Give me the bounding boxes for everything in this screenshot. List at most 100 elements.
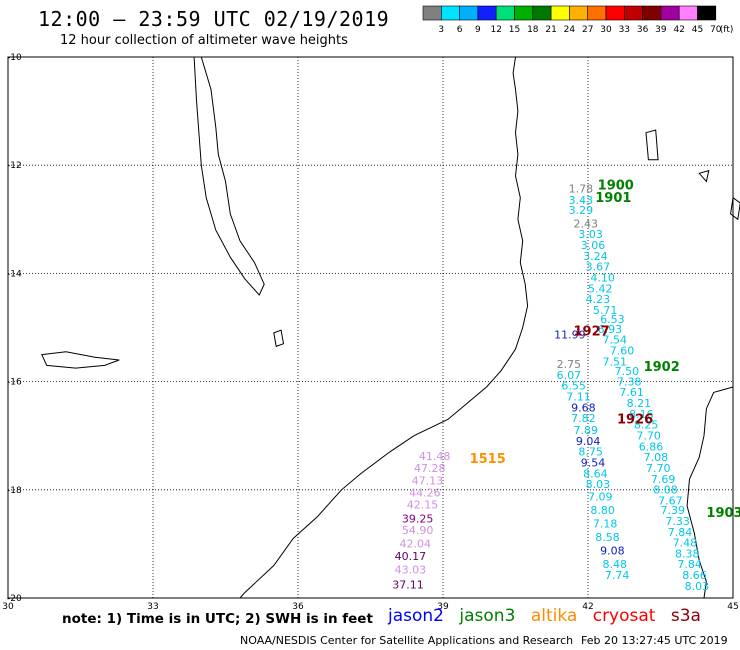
legend-tick-label: 24: [564, 25, 576, 35]
wave-height-label: 3.67: [586, 261, 611, 274]
legend-tick-label: 39: [655, 25, 667, 35]
legend-tick-label: 18: [527, 25, 539, 35]
legend-swatch: [678, 5, 698, 21]
wave-height-label: 43.03: [395, 564, 427, 577]
coastline-mozambique: [239, 56, 529, 599]
wave-height-label: 42.04: [400, 538, 432, 551]
wave-height-label: 7.61: [619, 386, 644, 399]
wave-height-label: 3.24: [583, 250, 608, 263]
satellite-cryosat: cryosat: [592, 606, 656, 626]
legend-swatch: [660, 5, 680, 21]
wave-height-label: 5.71: [593, 304, 618, 317]
lat-tick-label: -18: [7, 486, 22, 496]
island-anjouan: [698, 169, 710, 183]
legend-swatch: [514, 5, 534, 21]
page-subtitle: 12 hour collection of altimeter wave hei…: [60, 33, 348, 48]
legend-swatch: [569, 5, 588, 21]
wave-height-label: 7.60: [610, 345, 635, 358]
legend-tick-label: 70: [710, 25, 722, 35]
wave-height-label: 39.25: [402, 512, 434, 525]
lat-tick-label: -12: [7, 161, 22, 171]
wave-height-label: 37.11: [392, 578, 424, 591]
legend-swatch: [697, 5, 717, 21]
lake-outline-west: [41, 351, 120, 369]
wave-height-label: 7.54: [603, 334, 628, 347]
lon-tick-label: 30: [2, 602, 14, 612]
wave-height-label: 7.08: [644, 451, 669, 464]
wave-height-label: 7.18: [593, 518, 618, 531]
wave-height-label: 8.16: [629, 408, 654, 421]
lon-tick-label: 36: [292, 602, 304, 612]
lon-tick-label: 39: [437, 602, 449, 612]
wave-height-label: 1.78: [569, 182, 594, 195]
wave-height-label: 8.25: [634, 419, 659, 432]
legend-swatch: [477, 5, 497, 21]
wave-height-label: 7.50: [615, 365, 640, 378]
legend-unit-label: (ft): [720, 25, 734, 35]
lon-tick-label: 42: [582, 602, 593, 612]
wave-height-label: 7.84: [668, 526, 693, 539]
wave-height-label: 8.48: [603, 558, 628, 571]
legend-swatch: [532, 5, 552, 21]
wave-height-label: 4.23: [586, 293, 611, 306]
wave-height-label: 7.70: [646, 462, 671, 475]
wave-height-label: 6.55: [561, 380, 586, 393]
legend-swatch: [587, 5, 607, 21]
wave-height-label: 7.69: [651, 473, 676, 486]
lat-tick-label: -14: [7, 269, 22, 279]
wave-height-label: 2.43: [574, 217, 599, 230]
wave-height-label: 7.11: [566, 391, 591, 404]
wave-height-label: 2.75: [557, 358, 582, 371]
lake-malawi: [193, 56, 265, 296]
legend-tick-label: 21: [545, 25, 556, 35]
legend-tick-label: 9: [475, 25, 481, 35]
wave-height-label: 8.64: [583, 467, 608, 480]
wave-height-label: 47.28: [414, 462, 446, 475]
legend-tick-label: 15: [509, 25, 520, 35]
wave-height-label: 7.67: [658, 494, 683, 507]
wave-height-label: 41.48: [419, 450, 451, 463]
lake-chilwa: [273, 329, 285, 348]
wave-height-label: 8.58: [595, 531, 620, 544]
wave-height-label: 9.54: [581, 457, 606, 470]
page-title: 12:00 – 23:59 UTC 02/19/2019: [38, 7, 390, 31]
coastline-madagascar: [686, 386, 734, 599]
wave-height-label: 4.10: [590, 272, 615, 285]
legend-tick-label: 3: [438, 25, 444, 35]
wave-height-label: 6.53: [600, 313, 625, 326]
units-note: note: 1) Time is in UTC; 2) SWH is in fe…: [62, 611, 373, 627]
wave-height-label: 6.93: [598, 323, 623, 336]
lat-tick-label: -20: [7, 594, 22, 604]
wave-height-label: 7.51: [603, 355, 628, 368]
legend-swatch: [642, 5, 662, 21]
wave-height-label: 9.04: [576, 435, 601, 448]
wave-height-label: 7.48: [673, 537, 698, 550]
wave-height-label: 8.66: [682, 569, 707, 582]
wave-height-label: 9.68: [571, 401, 596, 414]
wave-height-label: 40.17: [395, 550, 427, 563]
pass-time-label: 1515: [470, 452, 506, 467]
wave-height-label: 8.03: [586, 478, 611, 491]
wave-height-label: 11.99: [554, 328, 586, 341]
wave-height-label: 7.74: [605, 569, 630, 582]
footer-timestamp: Feb 20 13:27:45 UTC 2019: [581, 634, 728, 647]
wave-height-label: 8.21: [627, 397, 652, 410]
legend-swatch: [624, 5, 643, 21]
satellite-s3a: s3a: [670, 606, 701, 626]
map-frame: [7, 56, 734, 599]
legend-tick-label: 45: [692, 25, 703, 35]
satellite-legend: jason2 jason3 altika cryosat s3a: [388, 606, 711, 626]
satellite-jason2: jason2: [388, 606, 444, 626]
wave-height-label: 3.29: [569, 204, 594, 217]
satellite-altika: altika: [530, 606, 578, 626]
pass-time-label: 1900: [598, 179, 634, 194]
lat-tick-label: -16: [7, 378, 22, 388]
wave-height-label: 7.70: [636, 429, 661, 442]
wave-height-label: 6.86: [639, 440, 664, 453]
island-mayotte: [730, 196, 740, 221]
legend-tick-label: 33: [619, 25, 630, 35]
legend-tick-label: 27: [582, 25, 593, 35]
wave-height-label: 7.09: [588, 491, 613, 504]
color-legend: 3 6 9 12 15 18 21 24 27 30 33 36 39 42 45 70(ft): [422, 5, 734, 35]
